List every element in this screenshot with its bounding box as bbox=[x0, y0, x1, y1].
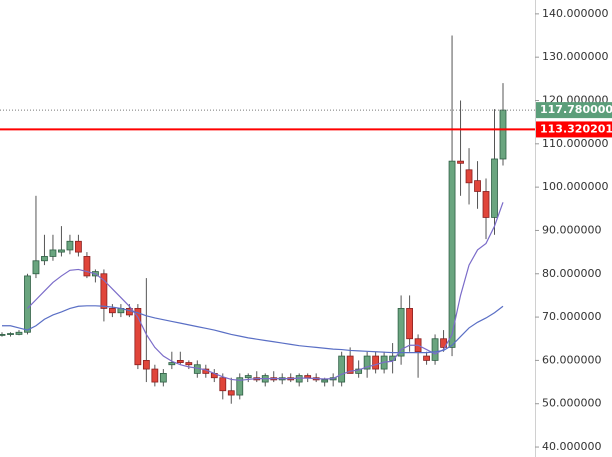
candle-body bbox=[397, 308, 405, 357]
candle-body bbox=[406, 308, 413, 340]
candle-body bbox=[491, 158, 498, 218]
candle-body bbox=[499, 109, 507, 160]
candle-body bbox=[465, 169, 473, 184]
candle-body bbox=[108, 308, 116, 314]
candle-body bbox=[15, 331, 23, 335]
moving-average-line bbox=[27, 202, 504, 381]
candle-body bbox=[134, 308, 142, 366]
y-tick-label: 50.000000 bbox=[542, 397, 602, 410]
candle-body bbox=[431, 338, 439, 361]
candle-body bbox=[244, 375, 252, 379]
candle-body bbox=[151, 368, 159, 383]
moving-average-line bbox=[2, 305, 504, 354]
candle-body bbox=[75, 240, 82, 253]
candle-body bbox=[66, 240, 74, 251]
candle-body bbox=[457, 160, 464, 164]
candle-body bbox=[7, 333, 14, 335]
last-price-label: 117.780000 bbox=[540, 103, 612, 116]
y-tick-label: 90.000000 bbox=[542, 223, 602, 236]
candle-body bbox=[142, 360, 150, 370]
candle-body bbox=[482, 191, 490, 218]
candle-body bbox=[338, 355, 346, 383]
candle-body bbox=[185, 362, 193, 366]
candle-body bbox=[321, 379, 329, 383]
candle-body bbox=[372, 355, 380, 370]
y-tick-label: 80.000000 bbox=[542, 267, 602, 280]
candle-body bbox=[49, 249, 57, 257]
candle-body bbox=[423, 355, 430, 361]
price-line-label: 113.320201 bbox=[540, 122, 612, 135]
candle-body bbox=[227, 390, 235, 396]
candle-body bbox=[159, 372, 167, 383]
y-tick-label: 40.000000 bbox=[542, 440, 602, 453]
candle-body bbox=[100, 273, 108, 309]
candle-body bbox=[32, 260, 40, 275]
y-tick-label: 110.000000 bbox=[542, 137, 608, 150]
candle-body bbox=[304, 375, 312, 379]
candle-body bbox=[346, 355, 354, 374]
candle-body bbox=[0, 334, 6, 336]
y-tick-label: 70.000000 bbox=[542, 310, 602, 323]
candle-body bbox=[83, 256, 91, 277]
y-tick-label: 130.000000 bbox=[542, 50, 608, 63]
price-line-box bbox=[536, 121, 612, 138]
last-price-box bbox=[536, 102, 612, 119]
candle-body bbox=[41, 256, 48, 262]
candle-body bbox=[58, 249, 65, 253]
y-tick-label: 140.000000 bbox=[542, 7, 608, 20]
candle-body bbox=[474, 180, 481, 192]
candle-body bbox=[355, 368, 363, 374]
candle-body bbox=[363, 355, 371, 370]
candle-body bbox=[176, 360, 184, 363]
candle-body bbox=[236, 377, 244, 396]
y-tick-label: 60.000000 bbox=[542, 353, 602, 366]
candle-body bbox=[219, 377, 227, 392]
candle-body bbox=[448, 160, 456, 348]
candle-body bbox=[168, 362, 176, 366]
candle-body bbox=[24, 275, 31, 333]
y-tick-label: 100.000000 bbox=[542, 180, 608, 193]
